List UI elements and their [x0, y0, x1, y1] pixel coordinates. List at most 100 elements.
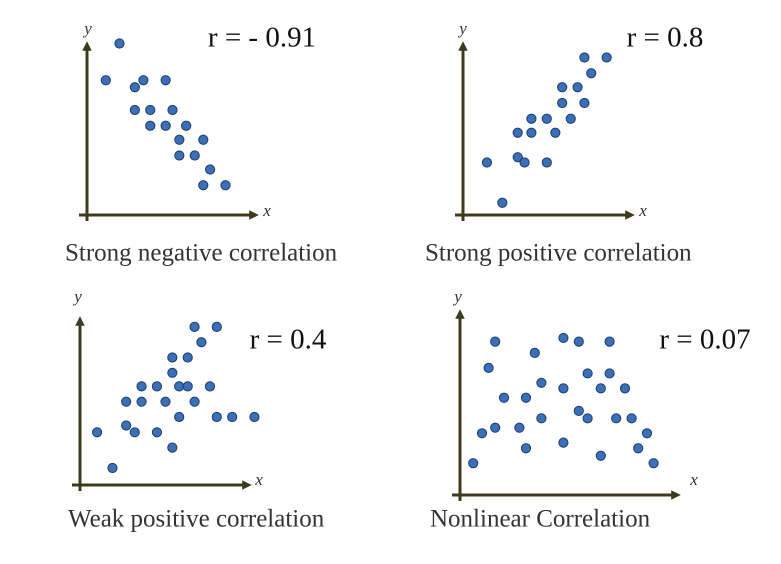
- point: [529, 347, 540, 358]
- point: [512, 152, 523, 163]
- point: [167, 104, 178, 116]
- point: [520, 443, 532, 454]
- caption: Strong negative correlation: [65, 240, 338, 267]
- point: [151, 381, 163, 392]
- x-axis-label: x: [254, 470, 263, 489]
- point: [174, 411, 185, 423]
- point: [512, 127, 523, 138]
- point: [579, 52, 590, 63]
- point: [519, 157, 530, 168]
- point: [526, 127, 537, 138]
- y-axis-label: y: [452, 287, 462, 306]
- point: [595, 383, 606, 394]
- point: [145, 104, 156, 116]
- point: [633, 443, 644, 454]
- point: [526, 113, 537, 124]
- point: [136, 396, 147, 407]
- annotation: r = 0.07: [659, 324, 750, 356]
- point: [626, 413, 637, 424]
- point: [541, 113, 552, 124]
- point: [520, 392, 532, 403]
- point: [595, 450, 606, 461]
- point: [490, 422, 501, 433]
- point: [138, 75, 149, 86]
- y-axis-label: y: [457, 19, 467, 38]
- point: [129, 104, 140, 116]
- point: [160, 75, 171, 86]
- point: [468, 458, 479, 469]
- point: [211, 321, 222, 332]
- point: [189, 396, 200, 407]
- point: [483, 362, 494, 373]
- point: [582, 413, 593, 424]
- point: [174, 150, 185, 161]
- point: [114, 38, 125, 49]
- point: [100, 75, 111, 86]
- point: [541, 157, 552, 168]
- point: [167, 352, 178, 363]
- point: [145, 120, 156, 131]
- y-axis-label: y: [82, 19, 92, 38]
- point: [129, 82, 140, 93]
- point: [92, 427, 103, 438]
- x-axis-label: x: [638, 201, 647, 220]
- point: [648, 458, 659, 469]
- point: [573, 405, 584, 416]
- point: [536, 413, 547, 424]
- point: [558, 437, 569, 448]
- point: [204, 381, 216, 392]
- point: [641, 428, 653, 439]
- point: [189, 150, 200, 161]
- point: [198, 180, 209, 191]
- point: [558, 383, 569, 394]
- caption: Weak positive correlation: [68, 506, 325, 533]
- point: [572, 82, 583, 93]
- point: [619, 383, 631, 394]
- point: [249, 411, 260, 423]
- point: [167, 367, 178, 378]
- point: [582, 368, 593, 379]
- point: [198, 134, 209, 145]
- x-axis-label: x: [262, 201, 271, 220]
- x-axis-label: x: [689, 470, 698, 489]
- annotation: r = 0.4: [250, 324, 327, 356]
- point: [189, 321, 200, 332]
- point: [498, 392, 510, 403]
- point: [196, 337, 207, 348]
- point: [136, 381, 147, 392]
- annotation: r = - 0.91: [208, 22, 316, 54]
- point: [174, 134, 185, 145]
- point: [174, 381, 185, 392]
- point: [557, 97, 568, 109]
- point: [211, 411, 222, 423]
- point: [220, 180, 231, 191]
- point: [121, 420, 132, 431]
- point: [490, 336, 501, 347]
- point: [182, 352, 193, 363]
- point: [550, 127, 561, 138]
- point: [557, 82, 568, 93]
- point: [565, 113, 576, 124]
- point: [151, 427, 163, 438]
- point: [579, 97, 590, 109]
- point: [227, 411, 238, 423]
- caption: Nonlinear Correlation: [430, 506, 651, 533]
- point: [182, 381, 193, 392]
- point: [481, 157, 493, 168]
- y-axis-label: y: [72, 287, 82, 306]
- point: [129, 427, 140, 438]
- annotation: r = 0.8: [627, 22, 704, 54]
- point: [604, 336, 615, 347]
- point: [601, 52, 612, 63]
- point: [604, 368, 615, 379]
- point: [160, 396, 171, 407]
- point: [476, 428, 488, 439]
- point: [611, 413, 622, 424]
- point: [181, 120, 192, 131]
- point: [558, 332, 569, 344]
- point: [205, 164, 216, 175]
- point: [514, 422, 525, 433]
- point: [167, 442, 178, 453]
- point: [160, 120, 171, 131]
